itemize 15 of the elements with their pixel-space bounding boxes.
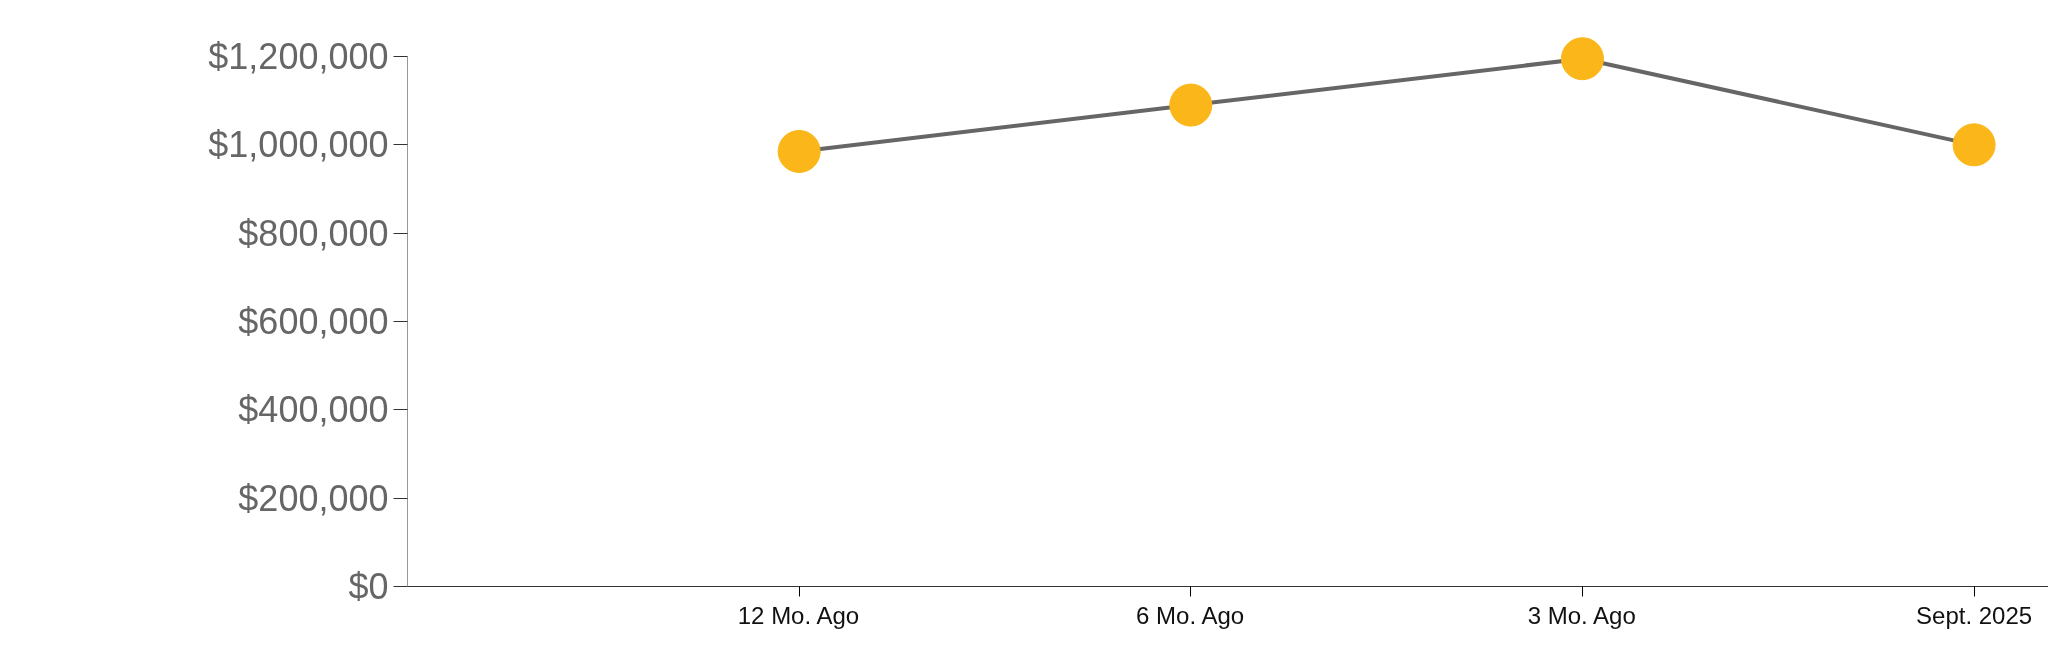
point: [1560, 37, 1604, 81]
y-tick-label: $400,000: [238, 389, 389, 431]
point: [777, 130, 821, 173]
x-tick-label: 12 Mo. Ago: [737, 601, 860, 629]
x-tick-label: Sept. 2025: [1916, 601, 2033, 629]
x-tick-label: 6 Mo. Ago: [1136, 601, 1245, 629]
y-tick-label: $200,000: [238, 477, 389, 519]
x-tick-label: 3 Mo. Ago: [1527, 601, 1636, 629]
y-tick-label: $800,000: [238, 212, 389, 254]
y-tick-label: $1,200,000: [208, 36, 389, 77]
y-tick-label: $600,000: [238, 301, 389, 342]
y-tick-label: $1,000,000: [208, 124, 389, 166]
point: [1169, 83, 1213, 127]
y-tick-label: $0: [348, 566, 389, 607]
point: [1952, 123, 1996, 167]
